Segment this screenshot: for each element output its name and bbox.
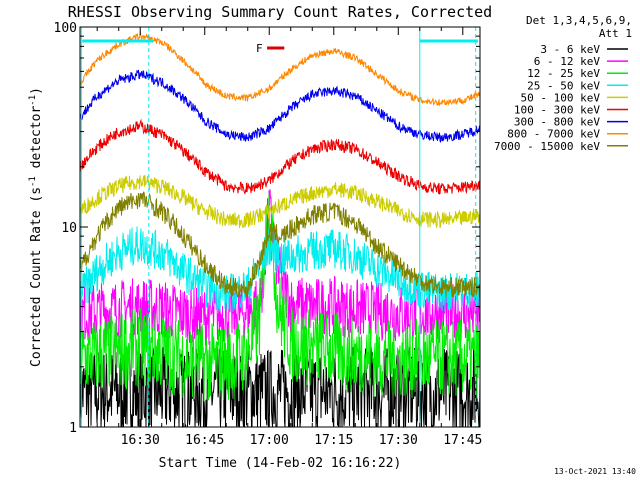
series-7 [79,31,481,107]
series-line [79,118,481,195]
series-3 [79,226,481,312]
series-0 [79,345,481,429]
x-tick-label: 17:45 [443,433,482,448]
legend-item-label: 6 - 12 keV [534,55,601,68]
series-line [79,226,481,312]
x-tick-label: 17:15 [314,433,353,448]
flare-marker-label: F [256,42,263,55]
generated-timestamp: 13-Oct-2021 13:40 [554,467,636,476]
chart-title: RHESSI Observing Summary Count Rates, Co… [68,3,492,21]
x-tick-label: 16:45 [185,433,224,448]
series-line [79,345,481,429]
x-tick-label: 17:00 [250,433,289,448]
y-axis-label: Corrected Count Rate (s-1 detector-1) [28,87,44,367]
y-axis: 1 10 100 [54,21,480,436]
y-tick-label: 10 [61,221,77,236]
series-5 [79,118,481,195]
x-axis-label: Start Time (14-Feb-02 16:16:22) [159,456,402,471]
series-line [79,193,481,402]
x-axis: 16:30 16:45 17:00 17:15 17:30 17:45 [96,27,482,448]
x-tick-label: 16:30 [121,433,160,448]
legend-item-label: 300 - 800 keV [514,116,600,129]
legend-item-label: 800 - 7000 keV [507,128,600,141]
legend-header-line2: Att 1 [599,27,632,40]
legend-item-label: 50 - 100 keV [521,91,601,104]
series-layer [79,31,481,429]
legend-item-label: 7000 - 15000 keV [494,140,600,153]
series-line [79,174,481,229]
flare-marker: F [256,42,285,55]
legend-item-label: 25 - 50 keV [527,79,600,92]
series-line [79,69,481,143]
legend-header-line1: Det 1,3,4,5,6,9, [526,14,632,27]
series-4 [79,174,481,229]
y-tick-label: 1 [69,421,77,436]
series-6 [79,69,481,143]
series-line [79,191,481,298]
series-2 [79,193,481,402]
legend-item-label: 100 - 300 keV [514,104,600,117]
series-8 [79,191,481,298]
legend-item-label: 12 - 25 keV [527,67,600,80]
series-line [79,31,481,107]
series-1 [79,189,481,346]
y-tick-label: 100 [54,21,77,36]
x-tick-label: 17:30 [379,433,418,448]
legend-item-label: 3 - 6 keV [540,43,600,56]
series-line [79,189,481,346]
